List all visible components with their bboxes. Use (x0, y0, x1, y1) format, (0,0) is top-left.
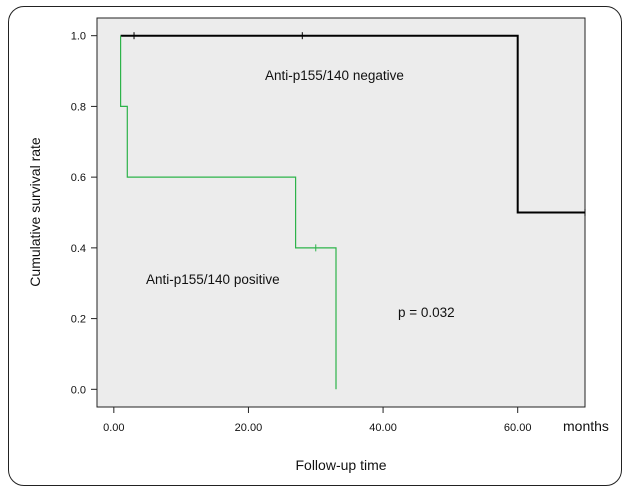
x-tick-label: 40.00 (369, 422, 397, 434)
plot-area (96, 17, 586, 408)
survival-chart: 0.0 0.2 0.4 0.6 0.8 1.0 0.00 20.00 40.00 60.00 An… (27, 17, 609, 473)
x-unit-label: months (563, 418, 609, 434)
y-tick-label: 0.4 (71, 243, 86, 255)
positive-curve-label: Anti-p155/140 positive (146, 272, 280, 287)
y-tick-label: 1.0 (71, 31, 86, 43)
survival-curve-negative (120, 34, 585, 214)
survival-curve-positive (120, 35, 337, 390)
y-tick-label: 0.8 (71, 101, 86, 113)
x-tick-label: 60.00 (504, 422, 532, 434)
y-axis-title: Cumulative survival rate (27, 137, 43, 287)
x-axis-title: Follow-up time (295, 457, 386, 473)
y-tick-label: 0.0 (71, 384, 86, 396)
x-tick-label: 20.00 (235, 422, 263, 434)
negative-curve-label: Anti-p155/140 negative (265, 68, 404, 83)
y-tick-label: 0.2 (71, 314, 86, 326)
y-tick-label: 0.6 (71, 172, 86, 184)
p-value-label: p = 0.032 (398, 305, 455, 320)
x-tick-label: 0.00 (103, 422, 124, 434)
